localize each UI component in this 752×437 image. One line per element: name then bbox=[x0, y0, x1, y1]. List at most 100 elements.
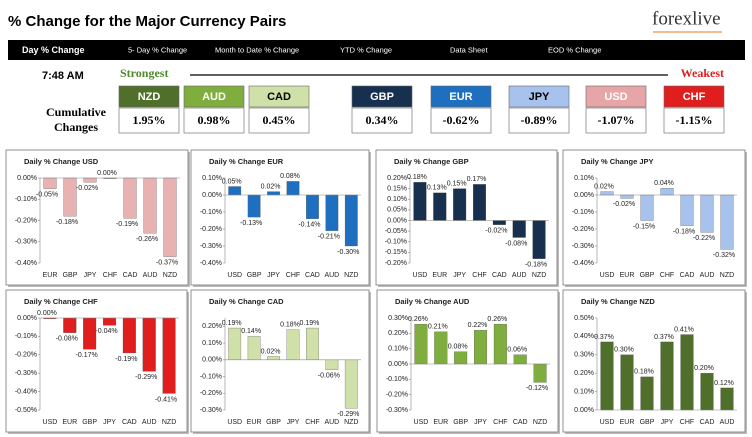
data-label: 0.37% bbox=[594, 334, 614, 341]
tab-bar bbox=[8, 40, 745, 60]
x-tick-label: AUD bbox=[700, 272, 715, 279]
y-tick-label: 0.00% bbox=[387, 217, 407, 224]
y-tick-label: 0.30% bbox=[388, 315, 408, 322]
x-tick-label: GBP bbox=[82, 419, 97, 426]
chart-title: Daily % Change CHF bbox=[24, 297, 98, 306]
data-label: 0.26% bbox=[408, 316, 428, 323]
bar bbox=[122, 317, 136, 354]
x-tick-label: EUR bbox=[620, 419, 635, 426]
data-label: -0.22% bbox=[693, 235, 715, 242]
y-tick-label: 0.20% bbox=[574, 370, 594, 377]
x-tick-label: JPY bbox=[84, 272, 97, 279]
x-tick-label: USD bbox=[43, 419, 58, 426]
x-tick-label: AUD bbox=[143, 272, 158, 279]
bar bbox=[247, 194, 261, 218]
data-label: -0.04% bbox=[95, 328, 117, 335]
x-tick-label: CHF bbox=[680, 419, 694, 426]
x-tick-label: NZD bbox=[344, 419, 358, 426]
data-label: 0.18% bbox=[280, 322, 300, 329]
bar bbox=[493, 323, 507, 365]
bar bbox=[344, 194, 358, 247]
bar bbox=[267, 191, 280, 196]
chart-frame bbox=[376, 289, 559, 433]
currency-value: -1.15% bbox=[676, 113, 713, 127]
chart: Daily % Change EUR 0.10% 0.00% -0.10% -0.20%… bbox=[190, 149, 371, 287]
data-label: -0.13% bbox=[240, 220, 262, 227]
bar bbox=[454, 351, 468, 365]
bar bbox=[700, 373, 714, 411]
bar bbox=[142, 317, 156, 372]
data-label: -0.08% bbox=[505, 240, 527, 247]
chart-title: Daily % Change USD bbox=[24, 157, 99, 166]
chart: Daily % Change AUD 0.30% 0.20% 0.10% 0.00% -0… bbox=[376, 289, 560, 434]
y-tick-label: 0.20% bbox=[387, 175, 407, 182]
x-tick-label: AUD bbox=[720, 419, 735, 426]
bar bbox=[267, 356, 280, 360]
x-tick-label: AUD bbox=[142, 419, 157, 426]
y-tick-label: 0.05% bbox=[387, 207, 407, 214]
bar bbox=[63, 177, 77, 217]
x-tick-label: JPY bbox=[287, 419, 300, 426]
y-tick-label: -0.30% bbox=[386, 407, 408, 414]
bar bbox=[306, 327, 319, 360]
bar bbox=[228, 327, 242, 360]
bar bbox=[143, 177, 157, 234]
bar bbox=[533, 363, 547, 383]
x-tick-label: CAD bbox=[123, 272, 138, 279]
chart-title: Daily % Change AUD bbox=[395, 297, 470, 306]
y-tick-label: -0.10% bbox=[385, 239, 407, 246]
bar bbox=[434, 331, 448, 365]
bar bbox=[680, 194, 694, 226]
y-tick-label: -0.10% bbox=[386, 376, 408, 383]
data-label: -0.15% bbox=[633, 223, 655, 230]
tab[interactable]: Data Sheet bbox=[450, 45, 488, 54]
data-label: -0.19% bbox=[116, 221, 138, 228]
bar bbox=[720, 194, 734, 250]
currency-name: AUD bbox=[202, 91, 226, 103]
x-tick-label: USD bbox=[414, 419, 429, 426]
x-tick-label: EUR bbox=[620, 272, 635, 279]
tab[interactable]: Month to Date % Change bbox=[215, 45, 299, 54]
tab[interactable]: EOD % Change bbox=[548, 45, 601, 54]
x-tick-label: GBP bbox=[266, 419, 281, 426]
x-tick-label: JPY bbox=[103, 419, 116, 426]
data-label: 0.12% bbox=[714, 380, 734, 387]
y-tick-label: -0.10% bbox=[15, 333, 37, 340]
currency-value-cell bbox=[351, 107, 413, 134]
y-tick-label: -0.50% bbox=[15, 407, 37, 414]
bar bbox=[660, 188, 674, 196]
y-tick-label: 0.10% bbox=[202, 175, 222, 182]
data-label: -0.32% bbox=[713, 252, 735, 259]
y-tick-label: -0.20% bbox=[385, 260, 407, 267]
x-tick-label: EUR bbox=[432, 272, 447, 279]
data-label: -0.05% bbox=[36, 191, 58, 198]
chart-frame bbox=[562, 289, 746, 433]
x-tick-label: EUR bbox=[43, 272, 58, 279]
bar bbox=[247, 336, 261, 360]
time: 7:48 AM bbox=[42, 70, 84, 82]
currency-value: -0.62% bbox=[443, 113, 480, 127]
x-tick-label: CAD bbox=[122, 419, 137, 426]
y-tick-label: -0.20% bbox=[15, 217, 37, 224]
y-tick-label: 0.00% bbox=[17, 315, 37, 322]
tab[interactable]: 5- Day % Change bbox=[128, 45, 187, 54]
y-tick-label: -0.30% bbox=[200, 243, 222, 250]
x-tick-label: USD bbox=[227, 272, 242, 279]
bar bbox=[325, 359, 339, 371]
data-label: -0.29% bbox=[135, 374, 157, 381]
currency-header bbox=[663, 85, 725, 108]
tab[interactable]: Day % Change bbox=[22, 45, 85, 55]
x-tick-label: GBP bbox=[640, 419, 655, 426]
x-tick-label: AUD bbox=[512, 272, 527, 279]
data-label: -0.41% bbox=[155, 396, 177, 403]
bar bbox=[433, 192, 447, 221]
data-label: 0.00% bbox=[97, 170, 117, 177]
chart-frame bbox=[562, 149, 746, 286]
tab[interactable]: YTD % Change bbox=[340, 45, 392, 54]
bar bbox=[43, 177, 57, 189]
bar bbox=[286, 329, 300, 360]
currency-header bbox=[118, 85, 180, 108]
x-tick-label: CAD bbox=[513, 419, 528, 426]
y-tick-label: -0.30% bbox=[200, 407, 222, 414]
currency-value-cell bbox=[663, 107, 725, 134]
